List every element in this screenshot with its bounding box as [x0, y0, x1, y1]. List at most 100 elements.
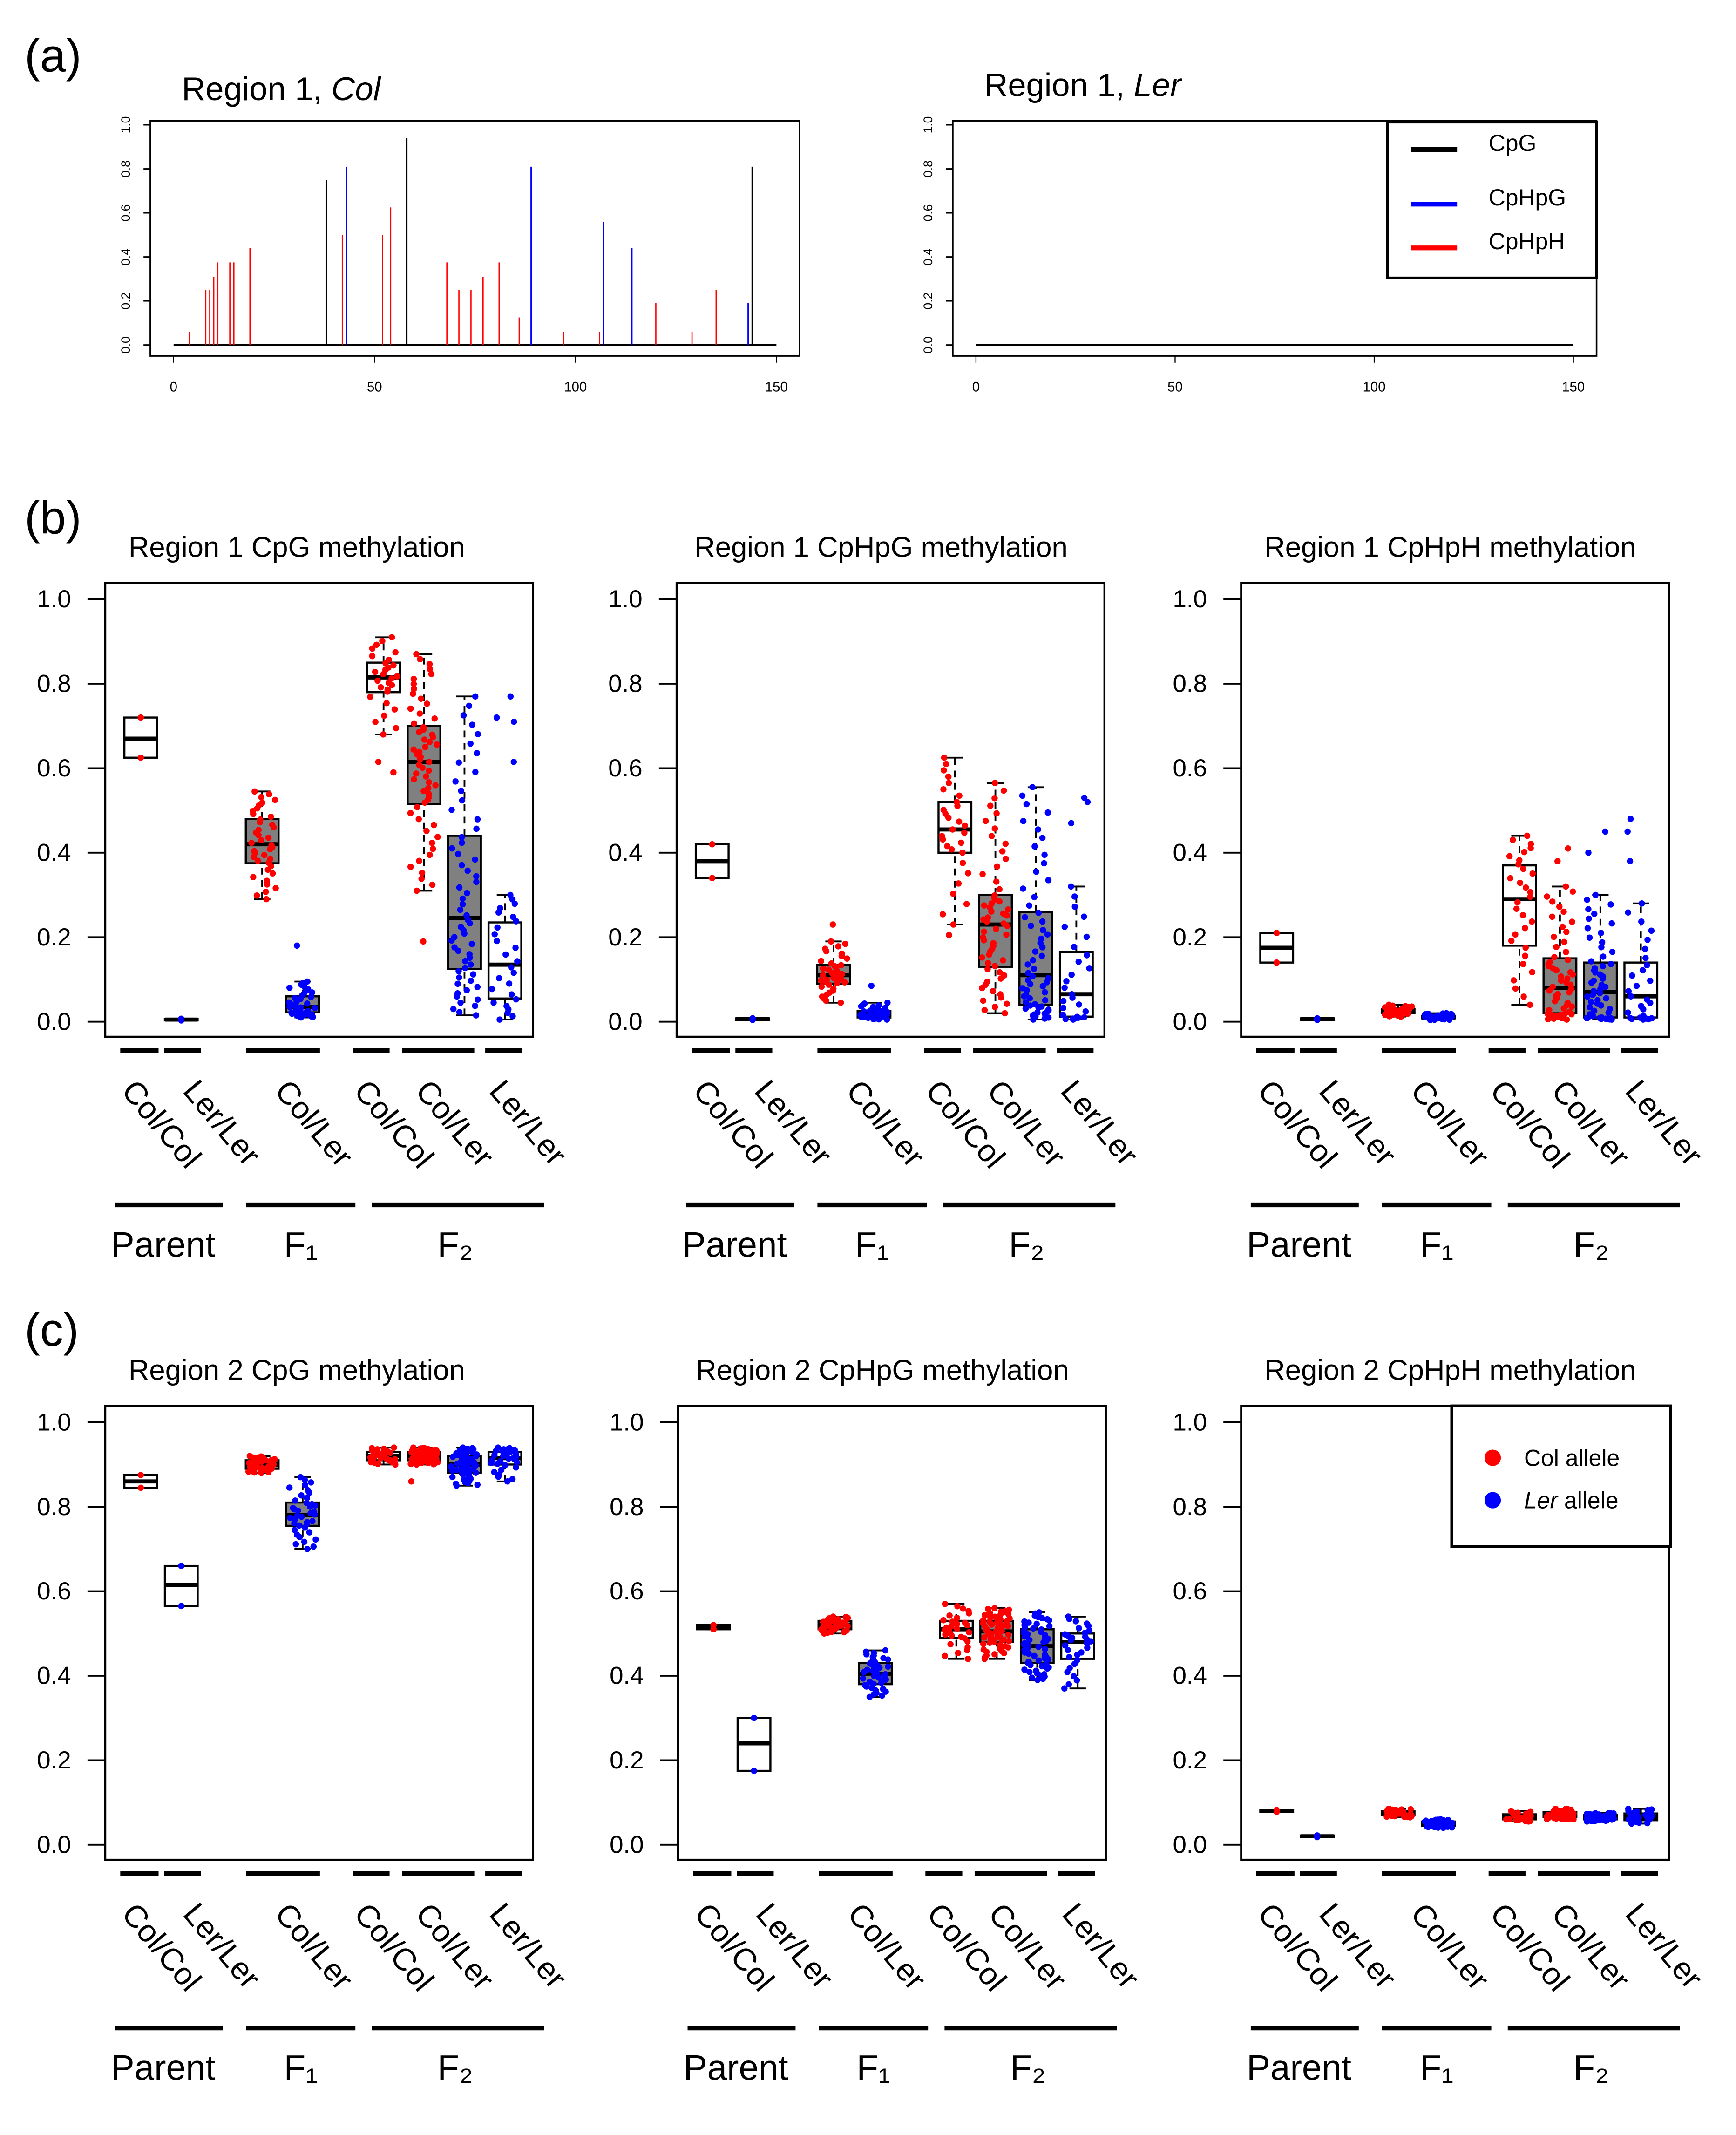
data-point	[991, 1605, 998, 1611]
data-point	[425, 785, 432, 791]
data-point	[835, 943, 841, 950]
data-point	[822, 945, 828, 952]
data-point	[292, 1541, 299, 1548]
data-point	[866, 1679, 873, 1685]
data-point	[997, 991, 1004, 998]
chart-title: Region 1, Col	[182, 70, 381, 107]
data-point	[456, 1009, 463, 1016]
data-point	[1078, 1649, 1085, 1656]
data-point	[980, 934, 986, 941]
x-tick-label: 0	[170, 379, 177, 394]
data-point	[266, 791, 272, 798]
data-point	[1084, 799, 1091, 805]
data-point	[1584, 925, 1591, 932]
box-Col-1	[696, 1622, 731, 1632]
data-point	[1003, 856, 1009, 862]
data-point	[1029, 1674, 1035, 1681]
data-point	[1551, 954, 1558, 960]
data-point	[1556, 903, 1563, 910]
data-point	[301, 1538, 308, 1545]
data-point	[1000, 920, 1007, 927]
data-point	[475, 996, 481, 1003]
data-point	[1625, 1805, 1632, 1812]
data-point	[1004, 1000, 1010, 1007]
data-point	[312, 1005, 318, 1012]
data-point	[1625, 1009, 1631, 1016]
data-point	[272, 796, 278, 803]
data-point	[1020, 885, 1026, 892]
data-point	[380, 731, 387, 738]
data-point	[991, 825, 998, 832]
data-point	[464, 867, 471, 874]
data-point	[473, 873, 480, 880]
data-point	[427, 666, 433, 673]
data-point	[294, 1512, 301, 1519]
y-tick-label: 0.2	[37, 1747, 71, 1774]
data-point	[1000, 1636, 1007, 1643]
data-point	[458, 862, 465, 869]
data-point	[507, 891, 514, 898]
data-point	[467, 740, 474, 747]
data-point	[1069, 991, 1075, 998]
data-point	[949, 826, 956, 833]
y-tick-label: 0.0	[921, 336, 935, 354]
data-point	[418, 695, 424, 702]
data-point	[1027, 1002, 1034, 1009]
box-Ler-2	[735, 1015, 770, 1023]
data-point	[1314, 1017, 1321, 1023]
data-point	[1071, 893, 1078, 900]
y-tick-label: 0.2	[608, 924, 642, 951]
data-point	[1314, 1834, 1321, 1841]
y-tick-label: 0.6	[1173, 1577, 1207, 1605]
data-point	[1061, 984, 1068, 991]
data-point	[433, 1447, 440, 1453]
data-point	[1549, 913, 1556, 920]
data-point	[1071, 903, 1078, 910]
data-point	[470, 971, 476, 978]
data-point	[1273, 930, 1280, 936]
data-point	[1549, 984, 1556, 990]
data-point	[384, 686, 391, 693]
data-point	[861, 1008, 868, 1015]
data-point	[945, 780, 952, 786]
data-point	[939, 833, 945, 839]
data-point	[304, 1546, 311, 1552]
data-point	[1021, 1618, 1028, 1625]
data-point	[991, 963, 998, 969]
data-point	[965, 1608, 972, 1614]
data-point	[1602, 828, 1609, 835]
data-point	[954, 1603, 961, 1610]
data-point	[468, 941, 475, 947]
data-point	[991, 892, 998, 899]
data-point	[510, 969, 517, 976]
x-tick-label: 50	[1167, 379, 1183, 394]
data-point	[393, 725, 400, 732]
group-label-parent: Parent	[1247, 2048, 1351, 2088]
data-point	[980, 997, 987, 1004]
data-point	[939, 911, 946, 918]
category-label: Ler/Ler	[1619, 1897, 1709, 1995]
data-point	[407, 864, 414, 870]
data-point	[1583, 1810, 1590, 1817]
data-point	[1549, 898, 1556, 905]
data-point	[1002, 840, 1009, 847]
y-tick-label: 0.0	[1173, 1831, 1207, 1858]
data-point	[1586, 934, 1593, 941]
box-chart: Region 1 CpHpH methylation 0.0 0.2 0.4 0.6 0.…	[1173, 531, 1709, 1265]
data-point	[305, 1487, 311, 1494]
data-point	[964, 1644, 971, 1651]
data-point	[390, 769, 397, 776]
data-point	[1586, 915, 1592, 922]
box-Col-4	[244, 788, 280, 903]
data-point	[825, 966, 832, 973]
data-point	[1625, 909, 1631, 916]
data-point	[386, 656, 392, 663]
group-label-f1: F₁	[284, 2048, 318, 2088]
data-point	[416, 762, 422, 768]
data-point	[1041, 1652, 1048, 1658]
data-point	[1024, 961, 1031, 968]
data-point	[267, 856, 274, 862]
data-point	[304, 1495, 310, 1502]
data-point	[269, 870, 276, 877]
data-point	[413, 770, 420, 777]
